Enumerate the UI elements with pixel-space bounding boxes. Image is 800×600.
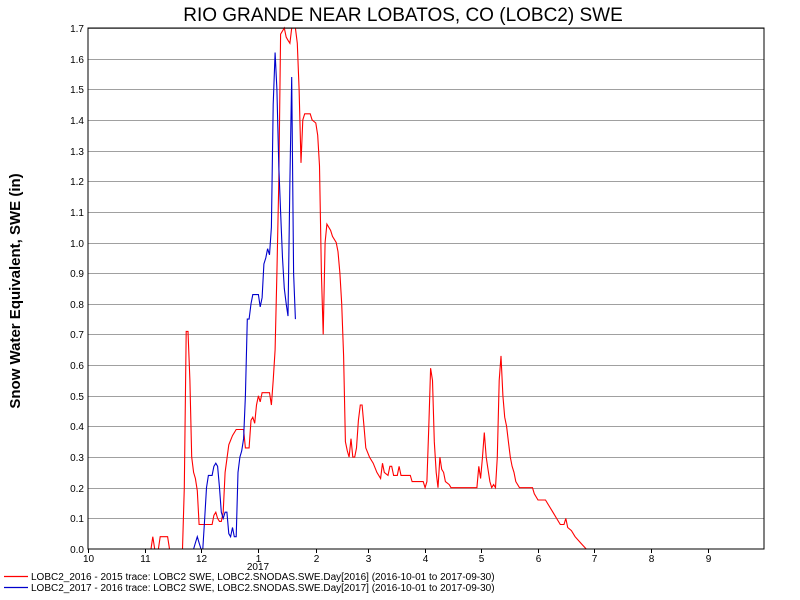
x-tick-label: 12: [196, 554, 208, 565]
x-tick-label: 2: [314, 554, 320, 565]
y-tick-label: 0.2: [70, 484, 84, 495]
x-tick-label: 11: [140, 554, 151, 565]
x-tick-label: 1: [256, 554, 262, 565]
y-tick-label: 0.1: [70, 514, 84, 525]
x-tick-labels: 10 11 12 1 2 3 4 5 6 7 8 9: [83, 549, 712, 565]
y-tick-label: 1.6: [70, 55, 84, 66]
x-tick-label: 5: [479, 554, 485, 565]
y-tick-label: 0.9: [70, 269, 84, 280]
y-tick-label: 0.4: [70, 422, 84, 433]
plot-frame: [87, 27, 765, 550]
y-tick-label: 1.2: [70, 177, 84, 188]
series-line-1: [150, 26, 587, 550]
y-tick-label: 1.7: [70, 24, 84, 35]
grid-lines: [88, 28, 764, 519]
y-tick-labels: 0.0 0.1 0.2 0.3 0.4 0.5 0.6 0.7 0.8 0.9 1.0 1.1 1.2 1…: [70, 24, 84, 556]
legend-entry: LOBC2_2017 - 2016 trace: LOBC2 SWE, LOBC…: [31, 583, 495, 594]
y-tick-label: 0.0: [70, 545, 84, 556]
legend-entry: LOBC2_2016 - 2015 trace: LOBC2 SWE, LOBC…: [31, 572, 495, 583]
series-line-2: [193, 52, 296, 550]
x-tick-label: 10: [83, 554, 95, 565]
x-tick-label: 4: [423, 554, 429, 565]
x-tick-label: 7: [592, 554, 598, 565]
y-axis-label: Snow Water Equivalent, SWE (in): [7, 173, 24, 408]
x-year-label: 2017: [247, 562, 270, 573]
x-tick-label: 8: [649, 554, 655, 565]
y-tick-label: 0.6: [70, 361, 84, 372]
chart-title: RIO GRANDE NEAR LOBATOS, CO (LOBC2) SWE: [183, 5, 623, 26]
y-tick-label: 1.4: [70, 116, 84, 127]
y-tick-label: 0.5: [70, 392, 84, 403]
x-tick-label: 3: [366, 554, 372, 565]
x-tick-label: 6: [536, 554, 542, 565]
x-tick-label: 9: [706, 554, 712, 565]
series-lines: [150, 26, 587, 550]
y-tick-label: 0.3: [70, 453, 84, 464]
y-tick-label: 1.0: [70, 239, 84, 250]
y-tick-label: 0.7: [70, 330, 84, 341]
y-tick-label: 1.5: [70, 85, 84, 96]
legend: LOBC2_2016 - 2015 trace: LOBC2 SWE, LOBC…: [4, 572, 495, 594]
y-tick-label: 1.3: [70, 147, 84, 158]
y-tick-label: 0.8: [70, 300, 84, 311]
y-tick-label: 1.1: [70, 208, 84, 219]
